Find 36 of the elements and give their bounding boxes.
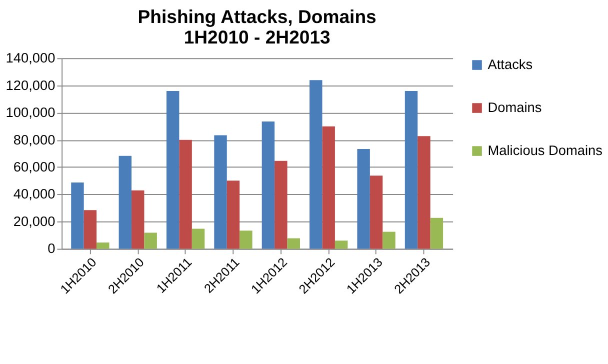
bar <box>382 232 396 249</box>
bar <box>144 232 157 249</box>
bar <box>166 90 180 249</box>
bar <box>370 176 383 249</box>
y-tick-label: 80,000 <box>13 132 56 148</box>
y-tick-label: 140,000 <box>6 50 56 66</box>
bar <box>262 121 275 249</box>
bar <box>214 135 227 249</box>
bar <box>192 228 205 249</box>
bar <box>310 80 322 249</box>
bar <box>274 160 288 249</box>
bar <box>118 156 132 249</box>
bar <box>179 140 192 249</box>
bar <box>430 218 444 249</box>
bar <box>226 180 240 249</box>
bar <box>84 210 97 249</box>
bar <box>96 242 110 249</box>
bar <box>132 190 144 249</box>
legend-label: Malicious Domains <box>488 142 603 158</box>
bar <box>404 90 418 249</box>
legend-label: Attacks <box>488 56 533 72</box>
bar <box>322 126 335 249</box>
bar <box>334 240 348 249</box>
y-tick-label: 100,000 <box>6 105 56 120</box>
bar <box>287 238 300 249</box>
y-tick-label: 20,000 <box>13 214 56 229</box>
bar <box>71 182 84 249</box>
bar <box>418 136 430 249</box>
chart-title: Phishing Attacks, Domains 1H2010 - 2H2013 <box>138 6 376 48</box>
bar <box>357 148 370 249</box>
y-tick-label: 60,000 <box>13 159 56 174</box>
bar <box>240 230 252 249</box>
y-tick-label: 40,000 <box>13 186 56 202</box>
legend-label: Domains <box>488 100 542 115</box>
y-tick-label: 120,000 <box>6 78 56 93</box>
y-tick-label: 0 <box>48 241 56 256</box>
